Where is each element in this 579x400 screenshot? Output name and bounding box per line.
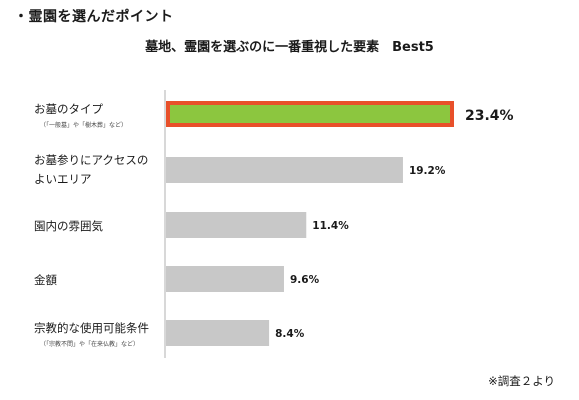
category-label-1-line-0: お墓参りにアクセスの <box>34 153 149 167</box>
category-label-1-line-1: よいエリア <box>34 172 92 186</box>
bar-2 <box>166 212 307 238</box>
bar-4 <box>166 320 270 346</box>
value-label-0: 23.4% <box>465 108 514 124</box>
footnote: ※調査２より <box>488 374 555 388</box>
value-label-2: 11.4% <box>312 220 349 232</box>
bar-1 <box>166 157 403 183</box>
category-label-2: 園内の雰囲気 <box>34 218 103 233</box>
category-note-4: （「宗教不問」や「在来仏教」など） <box>40 340 140 348</box>
category-label-0: お墓のタイプ <box>34 101 103 116</box>
value-label-4: 8.4% <box>275 328 305 340</box>
category-label-4: 宗教的な使用可能条件 <box>34 320 149 335</box>
bar-0 <box>166 101 454 127</box>
bar-3 <box>166 266 284 292</box>
value-label-1: 19.2% <box>409 165 446 177</box>
category-label-3: 金額 <box>34 272 57 287</box>
value-label-3: 9.6% <box>290 274 320 286</box>
chart-title: 墓地、霊園を選ぶのに一番重視した要素 Best5 <box>145 40 434 55</box>
category-note-0: （「一般墓」や「樹木葬」など） <box>40 121 128 129</box>
section-heading: ・霊園を選んだポイント <box>14 9 174 25</box>
